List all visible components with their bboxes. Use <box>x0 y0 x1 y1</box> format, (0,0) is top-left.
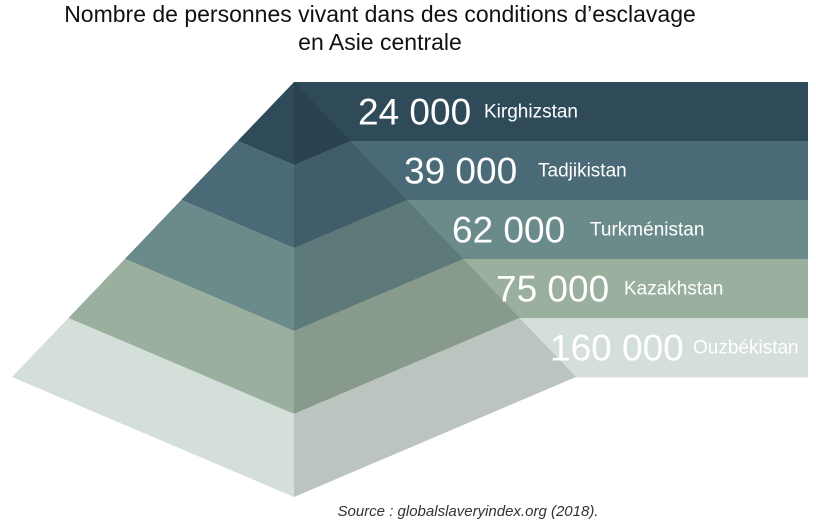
country-label-turkménistan: Turkménistan <box>590 220 704 241</box>
country-label-tadjikistan: Tadjikistan <box>538 161 627 182</box>
pyramid-shape <box>12 82 576 497</box>
pyramid-left-face-kazakhstan <box>68 259 295 414</box>
value-label-tadjikistan: 39 000 <box>404 151 517 192</box>
pyramid-right-face-turkménistan <box>294 200 464 331</box>
pyramid-right-face-tadjikistan <box>294 141 407 248</box>
value-label-kazakhstan: 75 000 <box>496 269 609 310</box>
band-kirghizstan <box>294 82 808 142</box>
chart-title-line-2: en Asie centrale <box>298 29 462 55</box>
band-labels: 24 000 Kirghizstan 39 000 Tadjikistan 62 000… <box>358 92 799 369</box>
pyramid-left-face-tadjikistan <box>181 141 294 248</box>
pyramid-left-face-kirghizstan <box>237 82 294 165</box>
country-label-kirghizstan: Kirghizstan <box>484 102 578 123</box>
pyramid-left-face-ouzbékistan <box>12 318 294 497</box>
country-label-ouzbékistan: Ouzbékistan <box>693 338 799 359</box>
value-label-kirghizstan: 24 000 <box>358 92 471 133</box>
chart-title-line-1: Nombre de personnes vivant dans des cond… <box>64 1 696 27</box>
value-label-turkménistan: 62 000 <box>452 210 565 251</box>
pyramid-left-face-turkménistan <box>124 200 294 331</box>
source-note: Source : globalslaveryindex.org (2018). <box>338 503 599 520</box>
value-label-ouzbékistan: 160 000 <box>550 328 684 369</box>
pyramid-right-face-ouzbékistan <box>294 318 576 497</box>
pyramid-right-face-kirghizstan <box>294 82 351 165</box>
country-label-kazakhstan: Kazakhstan <box>624 279 723 300</box>
pyramid-right-face-kazakhstan <box>294 259 520 414</box>
